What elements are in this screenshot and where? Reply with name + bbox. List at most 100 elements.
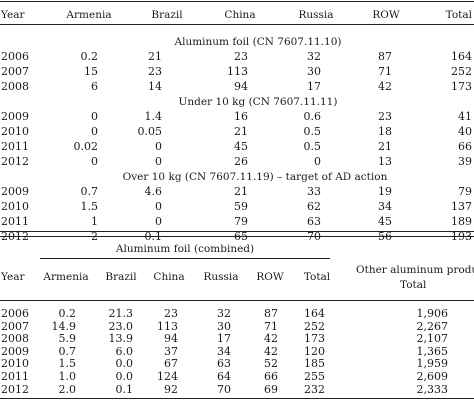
cell-china: 65 bbox=[234, 230, 248, 243]
cell-russia: 0 bbox=[314, 155, 321, 168]
cell-armenia: 0.7 bbox=[58, 344, 77, 358]
cell-total: 252 bbox=[304, 319, 325, 333]
top-table-bottom-rule bbox=[0, 231, 474, 232]
cell-china: 124 bbox=[157, 370, 178, 383]
col-header-armenia: Armenia bbox=[43, 271, 89, 283]
cell-row: 42 bbox=[264, 344, 278, 358]
cell-other-total: 2,333 bbox=[416, 382, 449, 396]
cell-russia: 63 bbox=[307, 215, 321, 228]
cell-armenia: 0.2 bbox=[58, 307, 77, 320]
cell-armenia: 1.5 bbox=[58, 357, 77, 371]
cell-brazil: 0 bbox=[155, 155, 162, 168]
cell-row: 87 bbox=[378, 50, 392, 63]
cell-total: 193 bbox=[451, 230, 472, 243]
cell-armenia: 15 bbox=[84, 65, 98, 78]
cell-armenia: 5.9 bbox=[58, 332, 77, 346]
cell-row: 23 bbox=[378, 110, 392, 123]
cell-china: 79 bbox=[234, 215, 248, 228]
cell-row: 52 bbox=[264, 357, 278, 371]
cell-other-total: 1,959 bbox=[416, 357, 449, 371]
cell-row: 19 bbox=[378, 185, 392, 198]
cell-other-total: 2,267 bbox=[416, 319, 449, 333]
col-header-row: ROW bbox=[372, 9, 400, 21]
cell-china: 26 bbox=[234, 155, 248, 168]
cell-row: 71 bbox=[378, 65, 392, 78]
cell-brazil: 21.3 bbox=[108, 307, 134, 320]
cell-year: 2007 bbox=[1, 65, 29, 78]
cell-russia: 62 bbox=[307, 200, 321, 213]
cell-other-total: 1,906 bbox=[416, 307, 449, 320]
cell-china: 67 bbox=[164, 357, 178, 371]
col-header-china: China bbox=[224, 9, 256, 21]
cell-other-total: 2,609 bbox=[416, 370, 449, 383]
cell-china: 94 bbox=[234, 80, 248, 93]
cell-row: 18 bbox=[378, 125, 392, 138]
cell-year: 2012 bbox=[1, 230, 29, 243]
cell-total: 173 bbox=[304, 332, 325, 346]
cell-russia: 34 bbox=[217, 344, 231, 358]
cell-other-total: 2,107 bbox=[416, 332, 449, 346]
cell-russia: 0.5 bbox=[303, 125, 322, 138]
cell-total: 79 bbox=[458, 185, 472, 198]
col-header-total: Total bbox=[445, 9, 472, 21]
col-header-brazil: Brazil bbox=[151, 9, 183, 21]
cell-year: 2012 bbox=[1, 155, 29, 168]
cell-armenia: 0 bbox=[91, 155, 98, 168]
cell-row: 87 bbox=[264, 307, 278, 320]
cell-armenia: 0 bbox=[91, 110, 98, 123]
bottom-header-rule bbox=[0, 300, 474, 301]
cell-year: 2012 bbox=[1, 382, 29, 396]
cell-china: 23 bbox=[234, 50, 248, 63]
cell-year: 2010 bbox=[1, 200, 29, 213]
cell-armenia: 0.02 bbox=[73, 140, 99, 153]
col-header-brazil: Brazil bbox=[105, 271, 137, 283]
col-header-china: China bbox=[153, 271, 185, 283]
cell-row: 45 bbox=[378, 215, 392, 228]
cell-armenia: 2 bbox=[91, 230, 98, 243]
cell-year: 2010 bbox=[1, 357, 29, 371]
col-header-armenia: Armenia bbox=[66, 9, 112, 21]
cell-russia: 33 bbox=[307, 185, 321, 198]
cell-russia: 63 bbox=[217, 357, 231, 371]
cell-brazil: 0.0 bbox=[115, 370, 134, 383]
cell-armenia: 1 bbox=[91, 215, 98, 228]
cell-row: 13 bbox=[378, 155, 392, 168]
col-header-year: Year bbox=[1, 271, 25, 283]
cell-other-total: 1,365 bbox=[416, 344, 449, 358]
cell-armenia: 0.7 bbox=[80, 185, 99, 198]
cell-china: 92 bbox=[164, 382, 178, 396]
cell-row: 42 bbox=[378, 80, 392, 93]
cell-china: 21 bbox=[234, 125, 248, 138]
cell-brazil: 0.1 bbox=[144, 230, 163, 243]
cell-china: 113 bbox=[227, 65, 248, 78]
top-rule bbox=[0, 1, 474, 2]
cell-brazil: 0 bbox=[155, 140, 162, 153]
col-header-row: ROW bbox=[256, 271, 284, 283]
top-header-rule bbox=[0, 24, 474, 25]
cell-total: 173 bbox=[451, 80, 472, 93]
cell-year: 2009 bbox=[1, 344, 29, 358]
cell-brazil: 0 bbox=[155, 215, 162, 228]
cell-total: 164 bbox=[451, 50, 472, 63]
cell-russia: 70 bbox=[217, 382, 231, 396]
cell-year: 2006 bbox=[1, 50, 29, 63]
cell-brazil: 23 bbox=[148, 65, 162, 78]
cell-brazil: 23.0 bbox=[108, 319, 134, 333]
cell-russia: 70 bbox=[307, 230, 321, 243]
cell-row: 66 bbox=[264, 370, 278, 383]
cell-armenia: 6 bbox=[91, 80, 98, 93]
section-title: Over 10 kg (CN 7607.11.19) – target of A… bbox=[122, 171, 388, 183]
cell-brazil: 14 bbox=[148, 80, 162, 93]
cell-russia: 64 bbox=[217, 370, 231, 383]
cell-russia: 30 bbox=[307, 65, 321, 78]
cell-row: 21 bbox=[378, 140, 392, 153]
cell-china: 45 bbox=[234, 140, 248, 153]
cell-year: 2011 bbox=[1, 215, 29, 228]
cell-brazil: 13.9 bbox=[108, 332, 134, 346]
cell-row: 34 bbox=[378, 200, 392, 213]
cell-armenia: 0.2 bbox=[80, 50, 99, 63]
cell-armenia: 2.0 bbox=[58, 382, 77, 396]
col-header-russia: Russia bbox=[298, 9, 334, 21]
cell-year: 2007 bbox=[1, 319, 29, 333]
cell-year: 2011 bbox=[1, 140, 29, 153]
